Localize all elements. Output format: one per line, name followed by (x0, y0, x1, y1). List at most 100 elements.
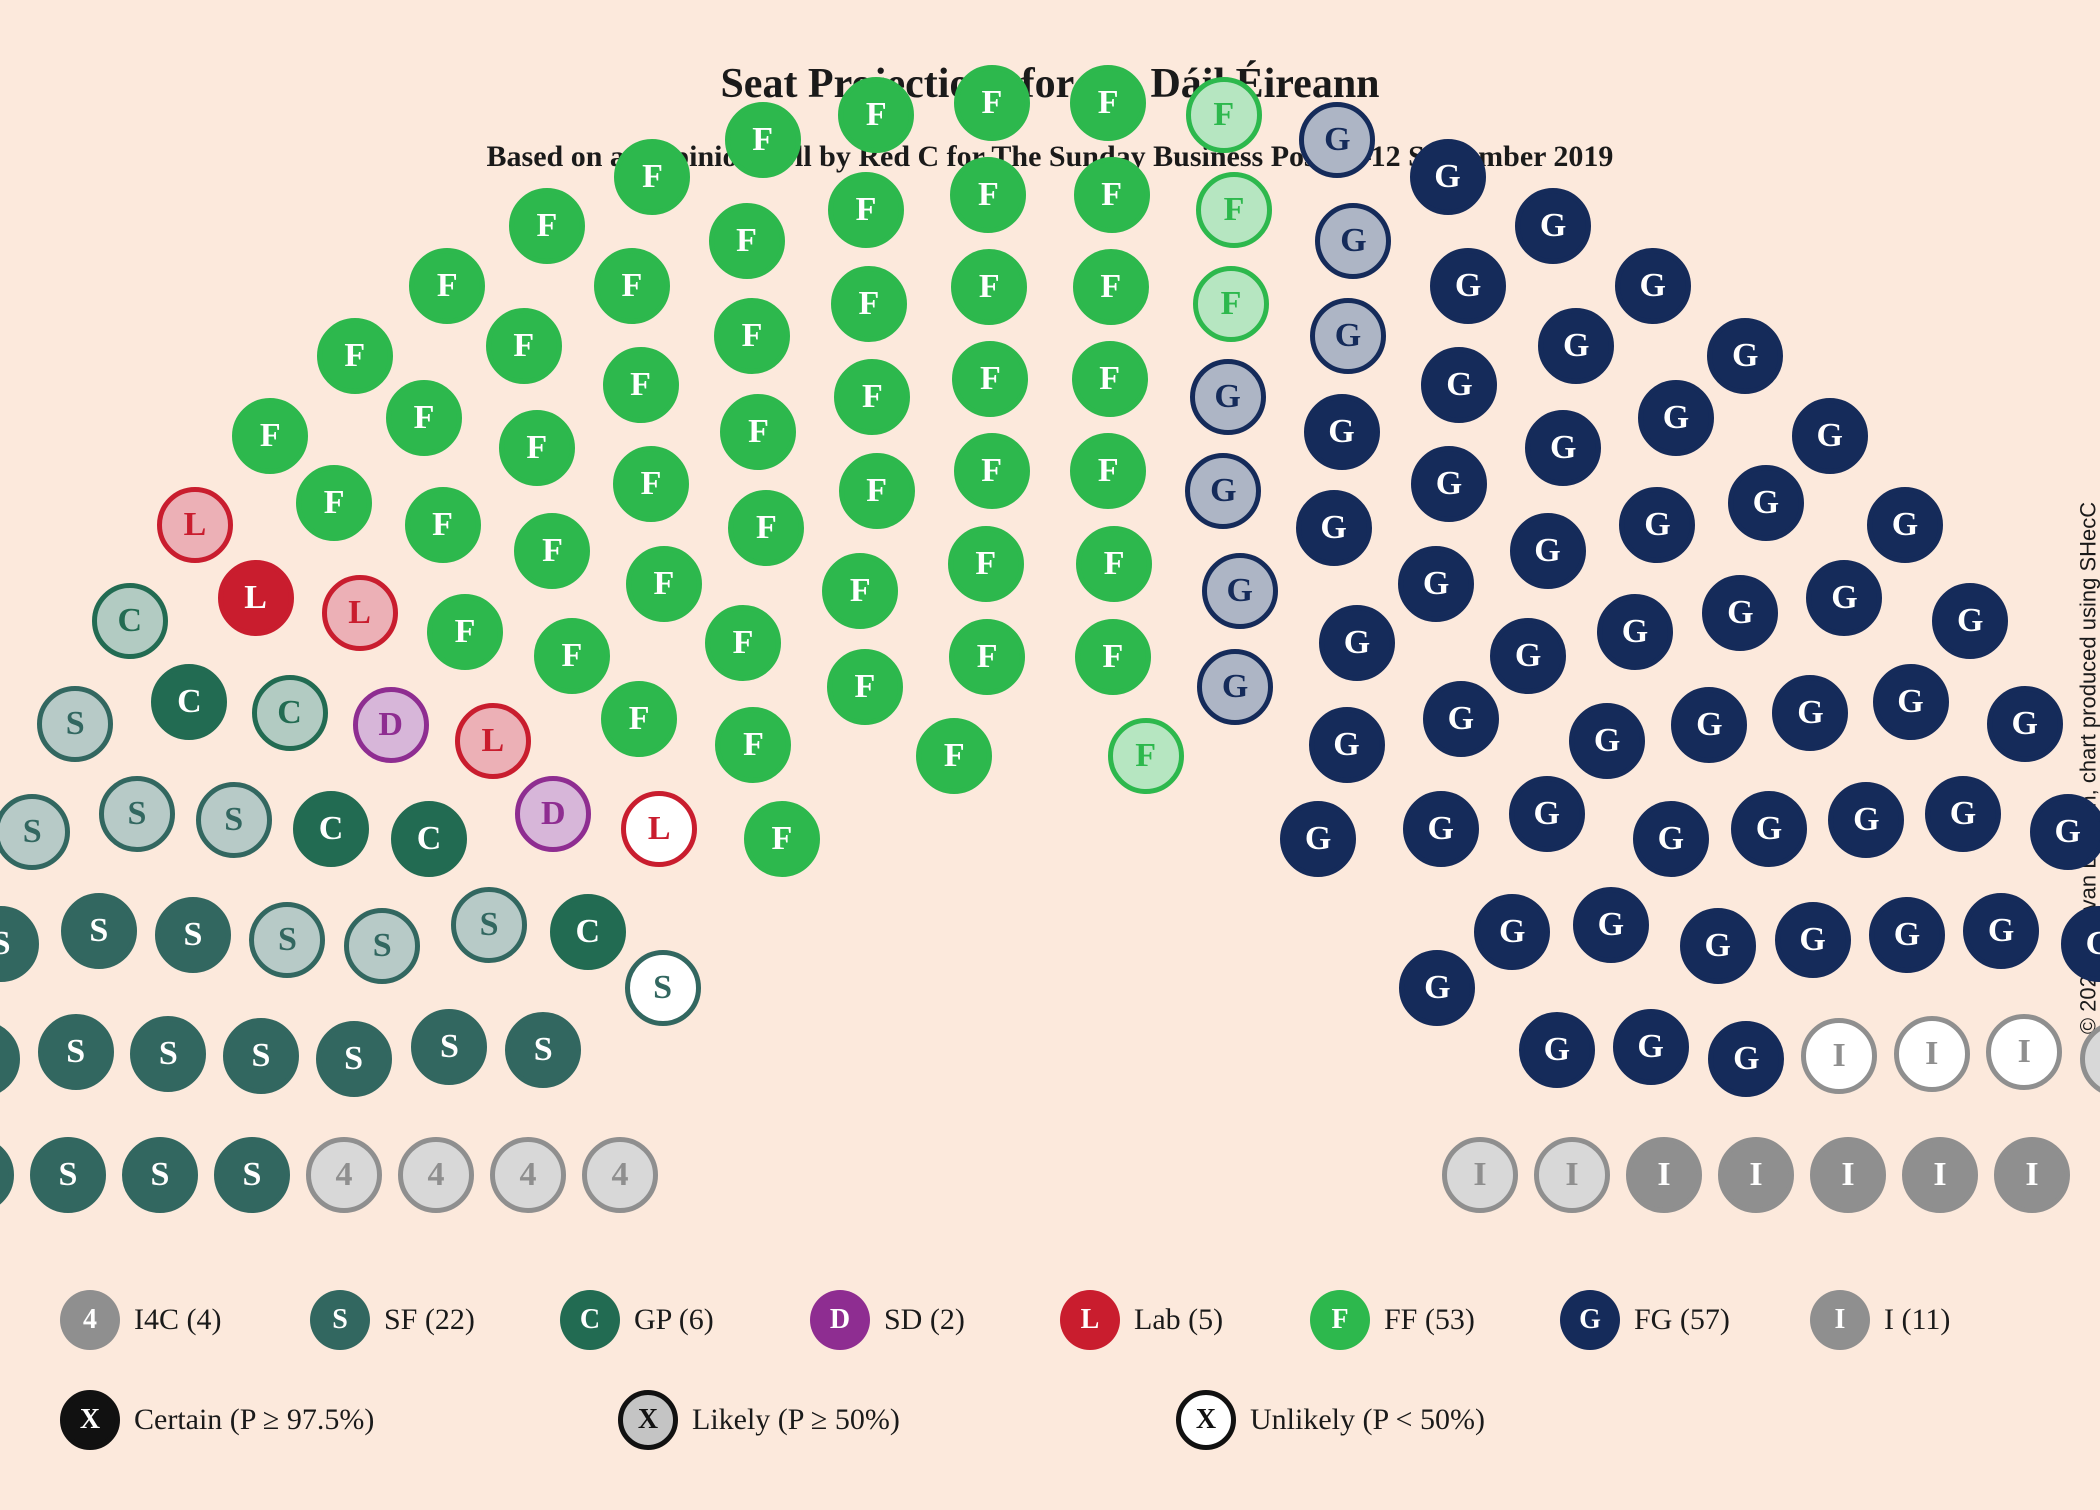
seat-fg: G (1515, 188, 1591, 264)
seat-fg: G (1421, 347, 1497, 423)
seat-i: I (1902, 1137, 1978, 1213)
seat-ff: F (499, 410, 575, 486)
seat-gp: C (92, 583, 168, 659)
seat-fg: G (1619, 487, 1695, 563)
seat-fg: G (1299, 102, 1375, 178)
legend-label: Certain (P ≥ 97.5%) (134, 1403, 374, 1437)
seat-fg: G (1772, 675, 1848, 751)
legend-party-ff: FFF (53) (1310, 1290, 1475, 1350)
seat-ff: F (514, 513, 590, 589)
seat-ff: F (1196, 172, 1272, 248)
seat-ff: F (486, 308, 562, 384)
seat-fg: G (1509, 776, 1585, 852)
seat-fg: G (1867, 487, 1943, 563)
seat-i: I (1986, 1014, 2062, 1090)
seat-ff: F (409, 248, 485, 324)
seat-lab: L (621, 791, 697, 867)
seat-sf: S (122, 1137, 198, 1213)
seat-fg: G (1304, 394, 1380, 470)
seat-sf: S (130, 1016, 206, 1092)
seat-fg: G (1510, 513, 1586, 589)
seat-sf: S (505, 1012, 581, 1088)
seat-fg: G (1680, 908, 1756, 984)
legend-label: SD (2) (884, 1303, 965, 1337)
legend-prob-likely: XLikely (P ≥ 50%) (618, 1390, 900, 1450)
legend-circle-icon: C (560, 1290, 620, 1350)
seat-ff: F (839, 453, 915, 529)
legend-label: Likely (P ≥ 50%) (692, 1403, 900, 1437)
seat-i4c: 4 (306, 1137, 382, 1213)
seat-sf: S (38, 1014, 114, 1090)
seat-ff: F (405, 487, 481, 563)
seat-ff: F (534, 618, 610, 694)
seat-ff: F (709, 203, 785, 279)
legend-circle-icon: G (1560, 1290, 1620, 1350)
seat-ff: F (949, 619, 1025, 695)
seat-ff: F (834, 359, 910, 435)
seat-i4c: 4 (490, 1137, 566, 1213)
seat-ff: F (948, 526, 1024, 602)
seat-ff: F (827, 649, 903, 725)
legend-label: FG (57) (1634, 1303, 1730, 1337)
seat-i: I (1801, 1018, 1877, 1094)
seat-sf: S (99, 776, 175, 852)
seat-ff: F (725, 102, 801, 178)
seat-fg: G (1615, 248, 1691, 324)
seat-fg: G (1190, 359, 1266, 435)
seat-fg: G (1613, 1009, 1689, 1085)
seat-fg: G (1573, 887, 1649, 963)
seat-fg: G (1490, 618, 1566, 694)
seat-ff: F (954, 65, 1030, 141)
seat-fg: G (1569, 703, 1645, 779)
seat-ff: F (951, 249, 1027, 325)
legend-circle-icon: I (1810, 1290, 1870, 1350)
chart-background (0, 0, 2100, 1510)
seat-ff: F (838, 77, 914, 153)
seat-ff: F (714, 298, 790, 374)
seat-ff: F (601, 681, 677, 757)
legend-label: FF (53) (1384, 1303, 1475, 1337)
seat-i: I (1626, 1137, 1702, 1213)
seat-fg: G (1423, 681, 1499, 757)
seat-fg: G (1775, 902, 1851, 978)
seat-ff: F (828, 172, 904, 248)
legend-circle-icon: X (1176, 1390, 1236, 1450)
seat-fg: G (1319, 605, 1395, 681)
legend-party-i4c: 4I4C (4) (60, 1290, 221, 1350)
seat-sf: S (344, 908, 420, 984)
legend-label: I (11) (1884, 1303, 1950, 1337)
seat-sf: S (214, 1137, 290, 1213)
seat-fg: G (1873, 664, 1949, 740)
seat-ff: F (386, 380, 462, 456)
seat-fg: G (1932, 583, 2008, 659)
seat-fg: G (1731, 791, 1807, 867)
seat-ff: F (296, 465, 372, 541)
seat-ff: F (1070, 65, 1146, 141)
seat-fg: G (1398, 546, 1474, 622)
seat-i4c: 4 (398, 1137, 474, 1213)
legend-party-lab: LLab (5) (1060, 1290, 1223, 1350)
seat-lab: L (218, 560, 294, 636)
seat-ff: F (626, 546, 702, 622)
legend-label: GP (6) (634, 1303, 714, 1337)
seat-i: I (1534, 1137, 1610, 1213)
legend-party-sf: SSF (22) (310, 1290, 475, 1350)
legend-circle-icon: 4 (60, 1290, 120, 1350)
legend-party-i: I I (11) (1810, 1290, 1950, 1350)
seat-i: I (1894, 1016, 1970, 1092)
chart-subtitle: Based on an Opinion Poll by Red C for Th… (0, 140, 2100, 174)
seat-fg: G (1197, 649, 1273, 725)
seat-gp: C (151, 664, 227, 740)
seat-fg: G (1728, 465, 1804, 541)
chart-title: Seat Projections for the Dáil Éireann (0, 60, 2100, 108)
seat-fg: G (1410, 139, 1486, 215)
seat-ff: F (1072, 341, 1148, 417)
seat-ff: F (1074, 157, 1150, 233)
seat-fg: G (1538, 308, 1614, 384)
seat-fg: G (1925, 776, 2001, 852)
seat-sd: D (353, 687, 429, 763)
seat-fg: G (1708, 1021, 1784, 1097)
legend-circle-icon: S (310, 1290, 370, 1350)
seat-ff: F (317, 318, 393, 394)
seat-fg: G (1792, 398, 1868, 474)
